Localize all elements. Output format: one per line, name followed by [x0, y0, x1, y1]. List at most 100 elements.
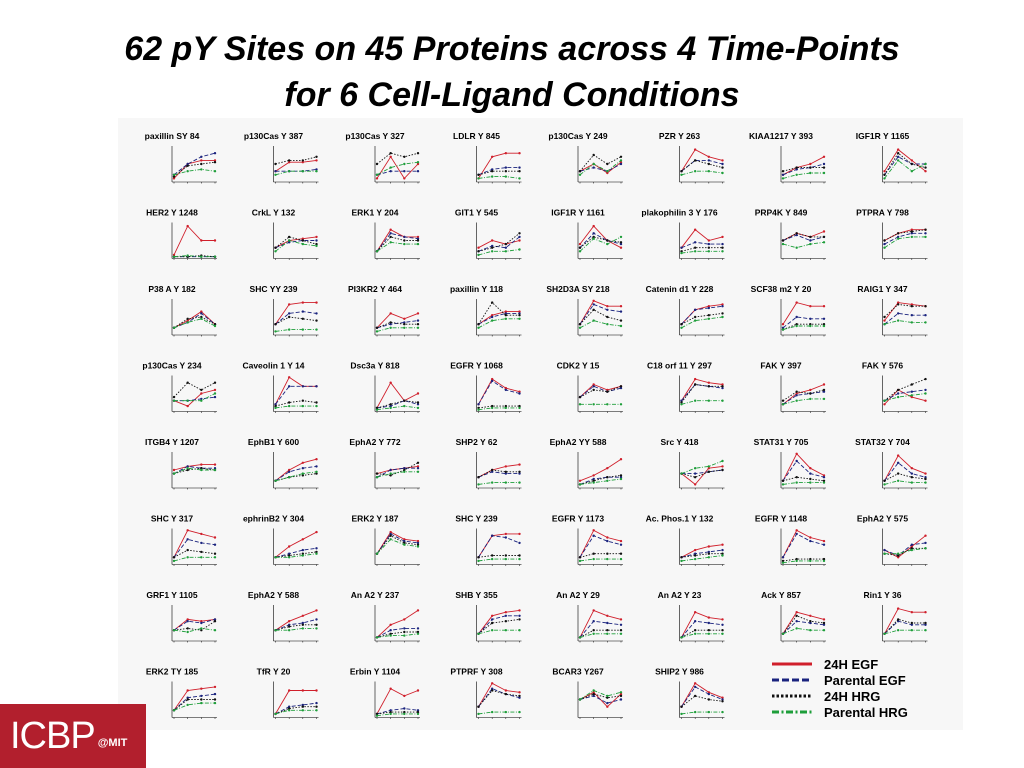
data-point [896, 461, 900, 464]
data-point [809, 324, 812, 328]
series-line-4 [681, 555, 723, 562]
series-line-3 [376, 535, 419, 554]
data-point [490, 682, 494, 685]
series-line-3 [173, 620, 216, 631]
series-line-2 [782, 234, 825, 241]
data-point [707, 385, 711, 388]
data-point [721, 386, 724, 390]
data-point [213, 685, 217, 689]
data-point [389, 530, 392, 534]
data-point [578, 170, 582, 173]
series-line-1 [275, 531, 317, 558]
series-line-2 [579, 535, 622, 558]
series-line-2 [681, 384, 723, 401]
data-point [924, 166, 927, 169]
panel-12: GIT1 Y 545 [455, 208, 522, 260]
data-point [781, 561, 785, 564]
data-point [518, 694, 521, 698]
data-point [721, 246, 724, 249]
series-line-4 [275, 240, 317, 252]
data-point [416, 239, 420, 242]
data-point [707, 305, 711, 308]
panel-48: EphA2 Y 575 [857, 514, 928, 566]
data-point [707, 250, 711, 253]
data-point [822, 623, 826, 626]
panel-22: Catenin d1 Y 228 [646, 284, 725, 337]
data-point [504, 614, 508, 617]
data-point [375, 552, 379, 555]
data-point [795, 620, 798, 623]
data-point [896, 319, 900, 322]
series-line-1 [478, 152, 520, 179]
data-point [213, 629, 217, 632]
data-point [389, 228, 392, 231]
data-point [924, 321, 927, 324]
data-point [809, 620, 812, 623]
series-line-3 [681, 469, 723, 478]
data-point [592, 529, 595, 532]
series-line-4 [275, 709, 317, 715]
data-point [315, 235, 318, 239]
data-point [416, 709, 420, 712]
series-line-4 [782, 241, 825, 249]
data-point [896, 232, 900, 235]
data-point [213, 170, 217, 173]
legend-item: 24H HRG [772, 688, 952, 704]
series-line-2 [173, 152, 216, 176]
data-point [680, 170, 683, 173]
panel-title: BCAR3 Y267 [552, 667, 604, 677]
data-point [490, 404, 494, 408]
data-point [795, 476, 798, 479]
data-point [389, 474, 392, 477]
data-point [389, 323, 392, 326]
data-point [200, 468, 203, 472]
data-point [375, 173, 379, 176]
series-line-4 [579, 160, 622, 176]
data-point [910, 545, 914, 548]
data-point [213, 543, 217, 546]
data-point [809, 235, 812, 239]
data-point [375, 250, 379, 253]
panel-title: EphA2 Y 772 [349, 437, 400, 447]
series-line-1 [275, 609, 317, 631]
data-point [200, 694, 203, 698]
data-point [213, 618, 217, 621]
data-point [389, 468, 392, 472]
data-point [504, 152, 508, 155]
panel-title: PTPRA Y 798 [856, 208, 909, 218]
series-line-4 [173, 627, 216, 633]
series-line-1 [478, 464, 520, 478]
data-point [416, 237, 420, 240]
data-point [200, 155, 203, 158]
data-point [287, 385, 291, 388]
series-line-3 [884, 473, 926, 482]
data-point [186, 618, 189, 621]
data-point [809, 305, 812, 308]
data-point [578, 246, 582, 249]
data-point [287, 468, 291, 472]
data-point [619, 623, 623, 626]
series-line-1 [681, 229, 723, 248]
series-line-1 [173, 529, 216, 558]
data-point [287, 376, 291, 379]
data-point [315, 301, 318, 304]
data-point [274, 712, 277, 716]
series-line-4 [681, 250, 723, 254]
data-point [924, 623, 927, 626]
data-point [795, 168, 798, 171]
data-point [200, 463, 203, 466]
data-point [619, 552, 623, 555]
data-point [619, 386, 623, 390]
data-point [477, 559, 480, 563]
logo-main-text: ICBP [10, 714, 96, 757]
data-point [490, 314, 494, 317]
data-point [910, 481, 914, 484]
data-point [809, 467, 812, 470]
series-line-2 [681, 469, 723, 475]
data-point [416, 541, 420, 545]
series-line-3 [478, 405, 520, 409]
data-point [910, 394, 914, 397]
data-point [315, 618, 318, 621]
series-line-3 [275, 624, 317, 631]
series-line-1 [579, 383, 622, 398]
